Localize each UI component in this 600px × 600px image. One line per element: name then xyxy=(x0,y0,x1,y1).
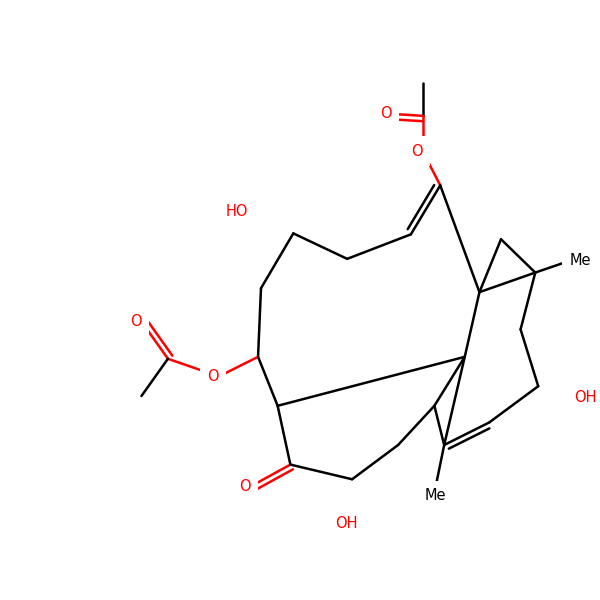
Text: O: O xyxy=(130,314,142,329)
Text: O: O xyxy=(207,369,219,384)
Text: O: O xyxy=(380,106,391,121)
Text: O: O xyxy=(411,143,422,158)
Text: Me: Me xyxy=(569,253,591,268)
Text: OH: OH xyxy=(574,391,597,406)
Text: Me: Me xyxy=(425,488,446,503)
Text: OH: OH xyxy=(335,515,358,530)
Text: HO: HO xyxy=(226,205,248,220)
Text: O: O xyxy=(239,479,251,494)
